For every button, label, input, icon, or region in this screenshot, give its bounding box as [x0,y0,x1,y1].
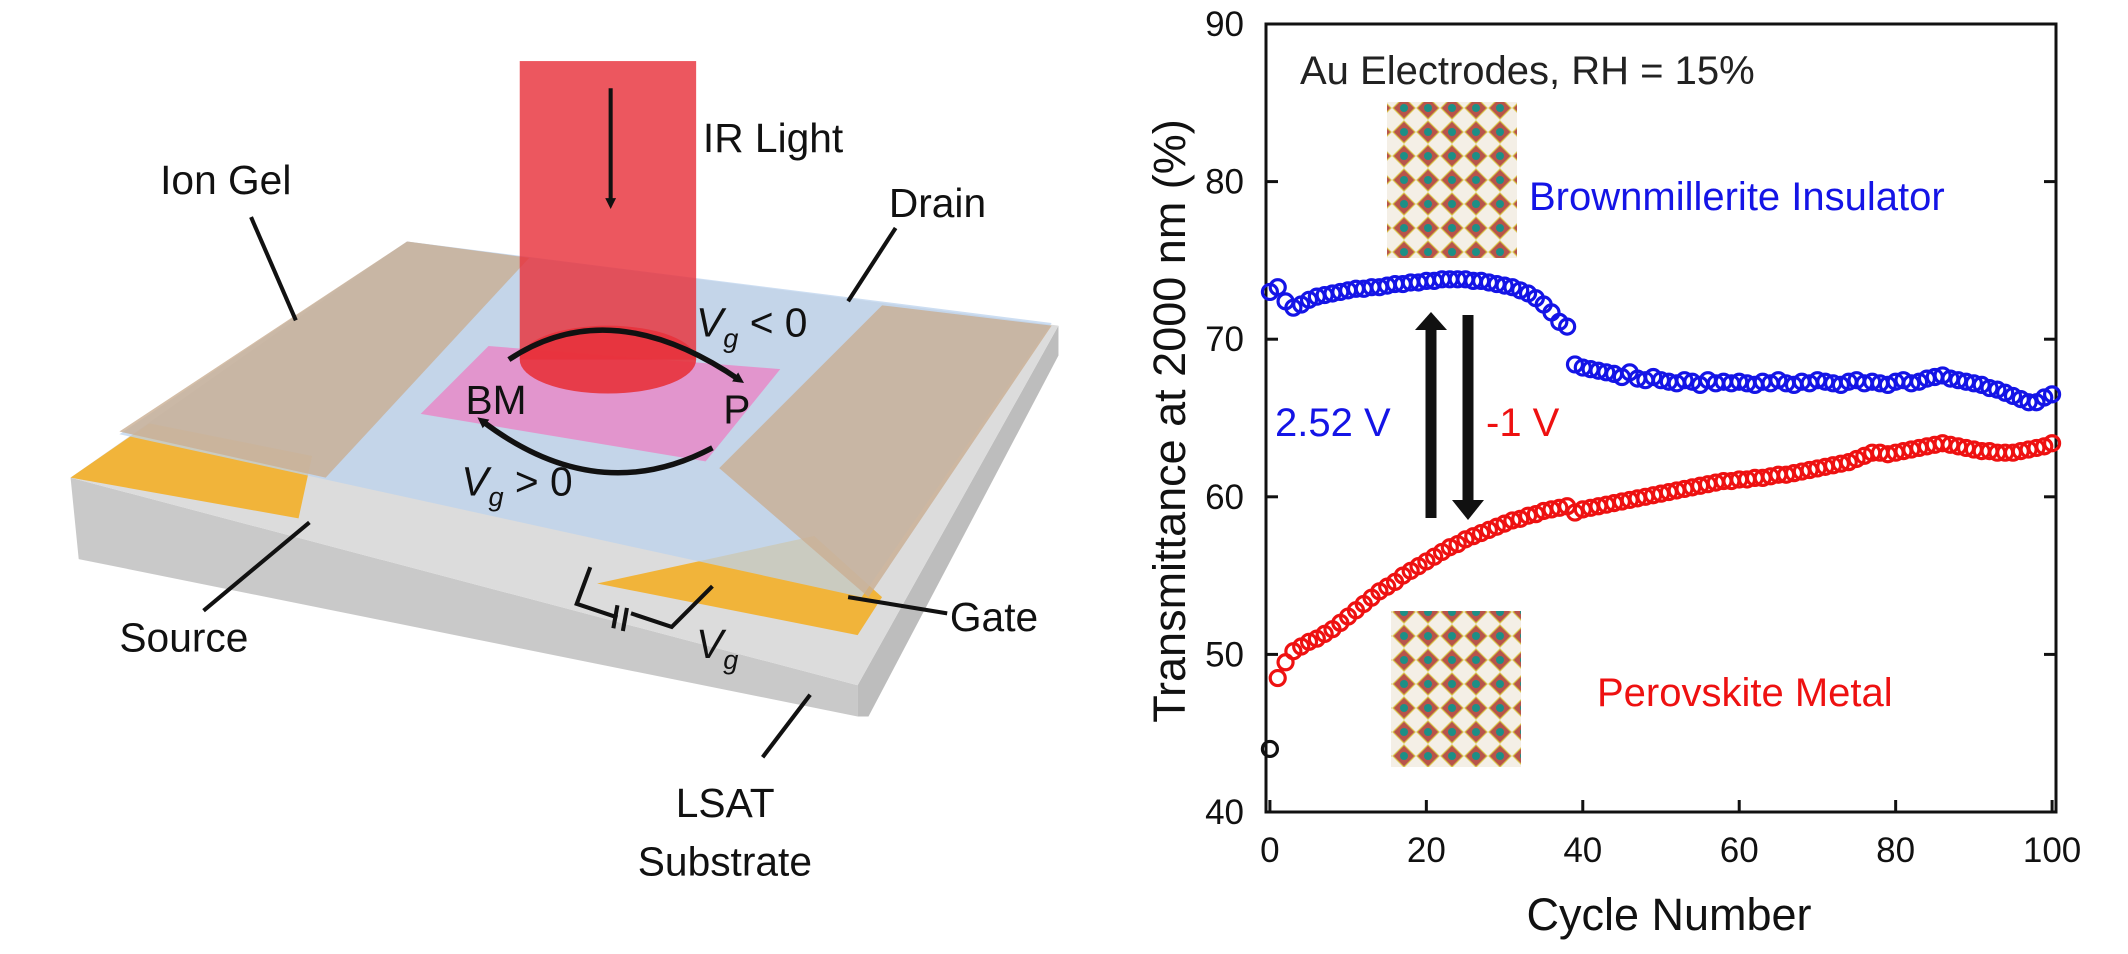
data-point [2027,438,2046,458]
label: V [696,621,727,667]
label: P [723,386,750,432]
data-point [1518,506,1538,525]
ir-beam [519,61,697,360]
x-tick-label: 0 [1260,831,1279,870]
label: V [461,458,492,504]
label: Gate [950,594,1038,640]
x-tick-label: 60 [1720,831,1759,870]
switch-arrow [507,327,745,384]
label: Ion Gel [160,157,291,203]
y-tick-label: 50 [1205,635,1244,674]
data-point [1260,739,1280,759]
label: IR Light [703,115,844,161]
substrate-front [70,477,858,717]
label: Drain [889,180,986,226]
y-tick-label: 60 [1205,478,1244,517]
y-axis-label: Transmittance at 2000 nm (%) [1144,119,1195,723]
label: > 0 [504,458,573,504]
device-diagram: IR Light Ion Gel Drain Vg < 0 BM P Vg > … [70,61,1059,884]
plot-frame [1264,22,2058,814]
data-point [1558,317,1577,336]
switch-arrow [477,417,714,476]
ir-spot [519,325,697,394]
annotation: Perovskite Metal [1597,671,1893,715]
annotation: Brownmillerite Insulator [1529,175,1945,219]
x-tick-label: 20 [1407,831,1446,870]
x-tick-label: 100 [2023,831,2081,870]
data-point [1268,668,1287,688]
y-tick-label: 90 [1205,5,1244,44]
data-point [1964,374,1983,393]
annotation: 2.52 V [1275,401,1391,445]
label: g [723,644,738,675]
data-point [1268,278,1287,297]
label: Substrate [638,838,812,884]
substrate-side [857,325,1059,717]
gate-electrode [719,305,1052,598]
data-point [2019,393,2038,412]
y-tick-label: 70 [1205,320,1244,359]
label: LSAT [676,780,775,826]
data-point [1902,374,1921,393]
x-tick-label: 40 [1563,831,1602,870]
source-electrode [119,241,530,478]
brownmillerite-structure [1387,102,1517,258]
data-point [2042,434,2062,453]
label: Vg [696,621,738,675]
data-point [2042,385,2062,404]
data-point [1503,511,1522,530]
data-point [1675,371,1694,390]
label: V [696,300,727,346]
leader-lines [202,216,948,759]
label: BM [465,377,526,423]
data-point [1831,454,1851,473]
x-axis-label: Cycle Number [1526,889,1811,940]
y-tick-label: 80 [1205,163,1244,202]
data-point [1495,276,1514,295]
label: Vg > 0 [461,458,572,512]
annotation: -1 V [1486,401,1560,445]
data-point [1597,363,1616,382]
label: g [489,481,504,512]
label: < 0 [738,300,807,346]
label: g [723,322,738,353]
label: Vg < 0 [696,300,807,354]
arrow-head [1452,500,1484,520]
data-point [1980,378,1999,398]
data-point [1550,498,1569,517]
perovskite-structure [1391,611,1521,767]
channel [420,346,781,462]
x-tick-label: 80 [1876,831,1915,870]
y-tick-label: 40 [1205,793,1244,832]
label: Source [119,614,248,660]
annotation: Au Electrodes, RH = 15% [1300,49,1755,93]
arrow-head [1415,312,1447,330]
